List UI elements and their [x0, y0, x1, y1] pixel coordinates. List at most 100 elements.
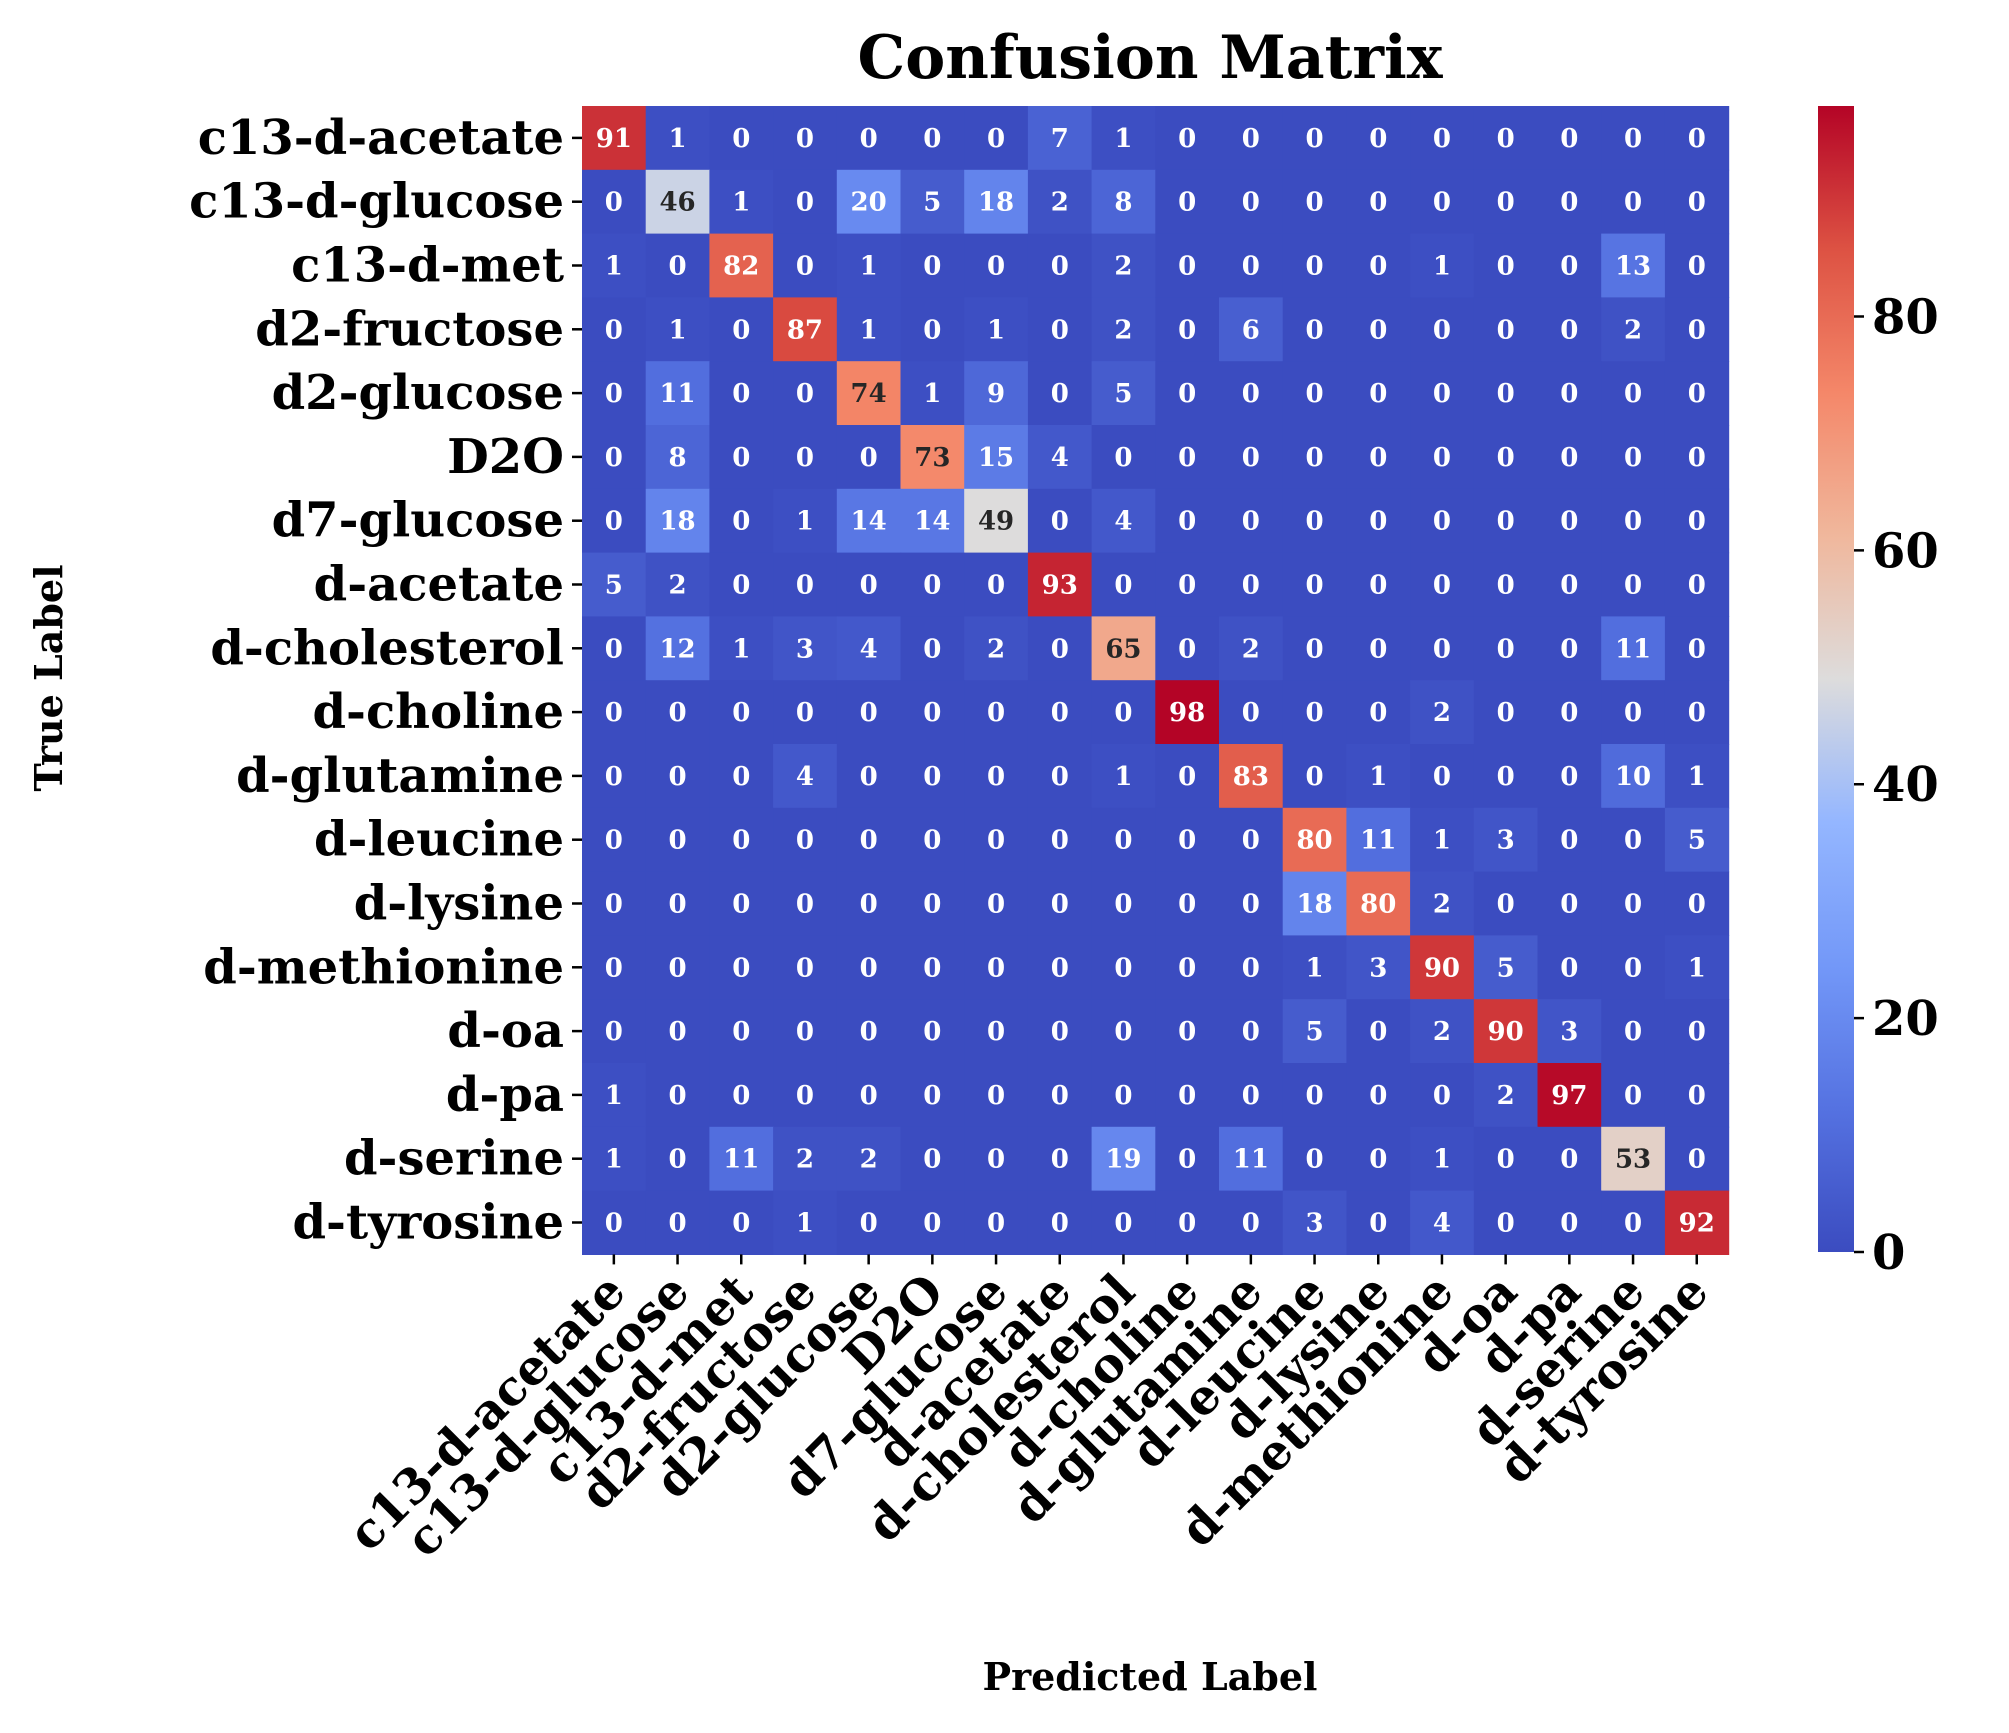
cell-value-label: 1	[1433, 826, 1451, 856]
cell-value-label: 0	[860, 1209, 878, 1239]
heatmap-cell	[1473, 999, 1539, 1064]
cell-value-label: 0	[1114, 698, 1132, 728]
cell-value-label: 0	[860, 826, 878, 856]
heatmap-cell	[1473, 425, 1539, 490]
heatmap-cell	[1346, 488, 1411, 554]
heatmap-cell	[1537, 361, 1602, 426]
heatmap-cell	[1601, 871, 1666, 936]
heatmap-cell	[1155, 807, 1220, 873]
cell-value-label: 0	[1688, 634, 1706, 664]
cell-value-label: 0	[1433, 507, 1451, 537]
cell-value-label: 0	[1560, 890, 1578, 920]
cell-value-label: 53	[1615, 1145, 1651, 1175]
cell-value-label: 0	[1242, 1017, 1260, 1047]
cell-value-label: 0	[605, 953, 623, 983]
cell-value-label: 19	[1105, 1145, 1141, 1175]
heatmap-cell	[773, 297, 838, 362]
heatmap-cell	[645, 297, 710, 362]
cell-value-label: 0	[1497, 443, 1515, 473]
heatmap-cell	[1410, 361, 1475, 426]
heatmap-cell	[582, 744, 647, 809]
cell-value-label: 0	[1624, 571, 1642, 601]
heatmap-cell	[709, 680, 774, 745]
heatmap-cell	[1346, 106, 1411, 171]
heatmap-cell	[709, 807, 774, 873]
heatmap-cell	[582, 488, 647, 554]
cell-value-label: 0	[923, 1209, 941, 1239]
cell-value-label: 0	[923, 1081, 941, 1111]
cell-value-label: 0	[923, 1017, 941, 1047]
cell-value-label: 0	[860, 953, 878, 983]
heatmap-cell	[1219, 297, 1284, 362]
heatmap-cell	[1091, 106, 1156, 171]
heatmap-cell	[709, 1190, 774, 1255]
heatmap-cell	[1282, 361, 1347, 426]
cell-value-label: 0	[1178, 379, 1196, 409]
heatmap-cell	[582, 297, 647, 362]
heatmap-cell	[1410, 1063, 1475, 1128]
cell-value-label: 0	[1178, 953, 1196, 983]
heatmap-cell	[1091, 1190, 1156, 1255]
heatmap-cell	[1473, 1126, 1539, 1192]
cell-value-label: 0	[987, 571, 1005, 601]
cell-value-label: 0	[1051, 762, 1069, 792]
heatmap-cell	[1601, 1190, 1666, 1255]
heatmap-cell	[1282, 616, 1347, 681]
cell-value-label: 0	[923, 953, 941, 983]
cell-value-label: 0	[1114, 1081, 1132, 1111]
cell-value-label: 0	[860, 762, 878, 792]
cell-value-label: 0	[1624, 1209, 1642, 1239]
heatmap-cell	[1346, 999, 1411, 1064]
cell-value-label: 0	[1178, 890, 1196, 920]
cell-value-label: 0	[987, 124, 1005, 154]
heatmap-cell	[1091, 488, 1156, 554]
heatmap-cell	[582, 425, 647, 490]
cell-value-label: 0	[1051, 507, 1069, 537]
cell-value-label: 0	[1560, 379, 1578, 409]
heatmap-cell	[1664, 1190, 1730, 1255]
heatmap-cell	[1410, 488, 1475, 554]
heatmap-cell	[1664, 297, 1730, 362]
heatmap-cell	[1664, 552, 1730, 617]
cell-value-label: 0	[1051, 634, 1069, 664]
heatmap-cell	[1410, 999, 1475, 1064]
heatmap-cell	[836, 871, 902, 936]
heatmap-cell	[1601, 169, 1666, 235]
cell-value-label: 11	[1615, 634, 1651, 664]
cell-value-label: 0	[923, 252, 941, 282]
heatmap-cell	[900, 935, 965, 1000]
cell-value-label: 0	[1497, 188, 1515, 218]
cell-value-label: 4	[1114, 507, 1132, 537]
heatmap-cell	[1601, 935, 1666, 1000]
heatmap-cell	[836, 297, 902, 362]
heatmap-cell	[1027, 425, 1093, 490]
heatmap-cell	[1664, 999, 1730, 1064]
cell-value-label: 0	[1242, 507, 1260, 537]
heatmap-cell	[1091, 233, 1156, 298]
heatmap-cell	[900, 680, 965, 745]
heatmap-cell	[1219, 488, 1284, 554]
heatmap-cell	[836, 488, 902, 554]
cell-value-label: 2	[1624, 315, 1642, 345]
heatmap-cell	[1537, 1063, 1602, 1128]
heatmap-cell	[1282, 1063, 1347, 1128]
cell-value-label: 0	[1369, 379, 1387, 409]
cell-value-label: 1	[860, 252, 878, 282]
heatmap-cell	[1027, 999, 1093, 1064]
heatmap-cell	[1155, 106, 1220, 171]
cell-value-label: 0	[1497, 698, 1515, 728]
cell-value-label: 0	[1624, 124, 1642, 154]
cell-value-label: 0	[732, 953, 750, 983]
cell-value-label: 0	[1688, 1017, 1706, 1047]
heatmap-cell	[1155, 1190, 1220, 1255]
cell-value-label: 0	[796, 1081, 814, 1111]
y-tick-label: c13-d-acetate	[198, 110, 564, 166]
cell-value-label: 7	[1051, 124, 1069, 154]
cell-value-label: 0	[1560, 953, 1578, 983]
heatmap-cell	[900, 616, 965, 681]
heatmap-cell	[900, 488, 965, 554]
heatmap-cell	[1155, 871, 1220, 936]
heatmap-cell	[773, 1063, 838, 1128]
heatmap-cell	[900, 744, 965, 809]
heatmap-cell	[709, 106, 774, 171]
